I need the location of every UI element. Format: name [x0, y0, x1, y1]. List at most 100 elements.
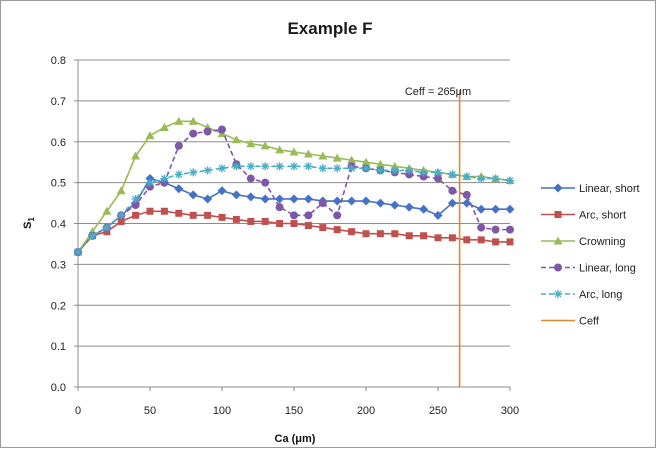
data-point	[361, 196, 371, 206]
data-point	[246, 174, 255, 183]
data-point	[376, 166, 385, 175]
data-point	[260, 141, 270, 150]
data-point	[175, 209, 183, 217]
data-point	[189, 211, 197, 219]
data-point	[275, 194, 285, 204]
legend-item: Crowning	[541, 236, 625, 248]
star-stroke	[434, 168, 442, 176]
data-point	[146, 178, 154, 187]
data-point	[218, 213, 226, 221]
star-stroke	[477, 175, 485, 182]
star-stroke	[88, 232, 96, 240]
series-arc-long	[74, 162, 514, 257]
data-point	[246, 162, 255, 171]
data-point	[218, 125, 226, 134]
data-point	[275, 162, 284, 171]
legend-item: Ceff	[541, 316, 600, 328]
data-point	[491, 225, 500, 234]
data-point	[448, 170, 457, 179]
data-point	[333, 211, 342, 220]
y-tick-label: 0.4	[51, 219, 66, 231]
data-point	[462, 190, 471, 199]
data-point	[405, 166, 414, 175]
star-stroke	[132, 195, 140, 203]
data-point	[174, 170, 183, 179]
series-layer	[73, 116, 515, 257]
data-point	[246, 139, 256, 148]
legend: Linear, short Arc, short Crowning Linear, l…	[541, 183, 640, 328]
data-point	[476, 204, 486, 214]
data-point	[303, 194, 313, 204]
data-point	[463, 236, 471, 244]
data-point	[332, 196, 342, 206]
data-point	[333, 164, 342, 173]
star-stroke	[189, 168, 197, 176]
data-point	[419, 204, 429, 214]
star-stroke	[290, 162, 298, 170]
y-tick-label: 0.6	[51, 137, 66, 149]
legend-marker	[553, 183, 563, 193]
star-stroke	[160, 175, 168, 182]
data-point	[477, 174, 486, 183]
ceff-layer: Ceff = 265μm	[405, 86, 471, 387]
data-point	[103, 228, 111, 236]
data-point	[174, 116, 184, 125]
legend-label: Ceff	[579, 316, 600, 328]
x-tick-label: 250	[429, 405, 447, 417]
data-point	[102, 206, 112, 215]
data-point	[159, 122, 169, 131]
star-stroke	[261, 162, 269, 170]
star-stroke	[506, 177, 514, 185]
y-axis-label-subscript: 1	[27, 217, 36, 222]
data-point	[333, 226, 341, 234]
data-point	[275, 203, 284, 212]
data-point	[506, 225, 514, 234]
data-point	[160, 174, 169, 183]
legend-item: Linear, long	[541, 263, 636, 275]
series-arc-short	[74, 207, 514, 256]
data-point	[174, 141, 183, 150]
data-point	[491, 174, 500, 183]
data-point	[131, 194, 140, 203]
legend-marker	[553, 236, 563, 245]
data-point	[146, 207, 154, 215]
data-point	[491, 204, 501, 214]
data-point	[404, 202, 414, 212]
data-point	[88, 231, 97, 240]
data-point	[361, 157, 371, 166]
star-stroke	[204, 166, 212, 174]
y-tick-label: 0.0	[51, 382, 66, 394]
data-point	[231, 135, 241, 144]
star-stroke	[333, 164, 341, 172]
data-point	[204, 211, 212, 219]
y-tick-label: 0.8	[51, 55, 66, 67]
data-point	[304, 162, 313, 171]
data-point	[492, 238, 500, 246]
data-point	[375, 198, 385, 208]
legend-label: Linear, long	[579, 263, 636, 275]
data-point	[319, 224, 327, 232]
data-point	[362, 230, 370, 238]
data-point	[419, 168, 428, 177]
data-point	[318, 151, 328, 160]
legend-item: Linear, short	[541, 183, 640, 195]
star-stroke	[391, 166, 399, 174]
data-point	[261, 162, 270, 171]
data-point	[391, 230, 399, 238]
data-point	[433, 210, 443, 220]
data-point	[347, 164, 356, 173]
data-point	[290, 211, 298, 220]
data-point	[506, 238, 514, 246]
data-point	[289, 147, 299, 156]
data-point	[434, 234, 442, 242]
star-stroke	[146, 179, 154, 187]
data-point	[189, 129, 198, 138]
star-stroke	[376, 166, 384, 174]
legend-item: Arc, short	[541, 210, 626, 222]
star-stroke	[218, 164, 226, 172]
chart-title: Example F	[287, 19, 372, 38]
star-stroke	[247, 162, 255, 170]
data-point	[505, 204, 515, 214]
data-point	[303, 149, 313, 158]
